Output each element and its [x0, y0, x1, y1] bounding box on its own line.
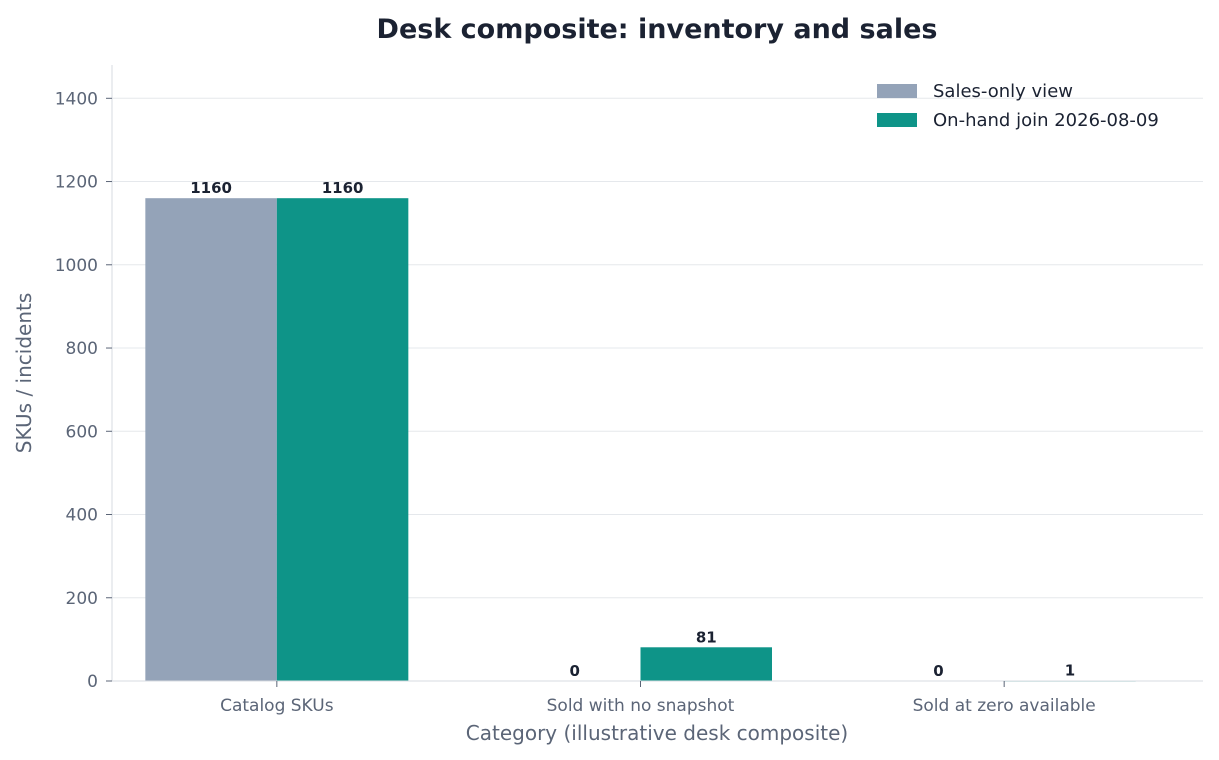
- bar-value-label: 81: [696, 628, 717, 646]
- legend-label: On-hand join 2026-08-09: [933, 110, 1159, 131]
- legend-label: Sales-only view: [933, 81, 1073, 102]
- y-tick-label: 1200: [55, 173, 98, 193]
- chart-title: Desk composite: inventory and sales: [377, 14, 938, 45]
- y-tick-label: 1400: [55, 89, 98, 109]
- axes: [111, 65, 1203, 682]
- bar-value-label: 0: [570, 662, 580, 680]
- bars: [145, 198, 1136, 682]
- x-tick-label: Sold with no snapshot: [547, 696, 735, 716]
- y-axis-ticks: 0 200 400 600 800 1000 1200 1400: [55, 89, 112, 692]
- bar-value-label: 1: [1065, 662, 1075, 680]
- y-tick-label: 0: [87, 672, 98, 692]
- x-tick-label: Catalog SKUs: [220, 696, 334, 716]
- y-axis-label: SKUs / incidents: [12, 293, 36, 454]
- bar-labels: 1160 1160 0 81 0 1: [190, 179, 1075, 680]
- bar-value-label: 0: [933, 662, 943, 680]
- y-tick-label: 1000: [55, 256, 98, 276]
- bar-value-label: 1160: [190, 179, 232, 197]
- bar: [640, 647, 772, 681]
- bar: [276, 198, 409, 681]
- legend-swatch: [877, 113, 917, 127]
- x-axis-ticks: Catalog SKUs Sold with no snapshot Sold at…: [220, 681, 1096, 716]
- legend-swatch: [877, 84, 917, 98]
- y-tick-label: 200: [66, 589, 98, 609]
- legend: Sales-only view On-hand join 2026-08-09: [877, 81, 1159, 131]
- bar-value-label: 1160: [322, 179, 364, 197]
- x-axis-label: Category (illustrative desk composite): [466, 721, 848, 745]
- y-tick-label: 800: [66, 339, 98, 359]
- x-tick-label: Sold at zero available: [913, 696, 1096, 716]
- bar: [145, 198, 277, 681]
- y-tick-label: 600: [66, 422, 98, 442]
- y-tick-label: 400: [66, 506, 98, 526]
